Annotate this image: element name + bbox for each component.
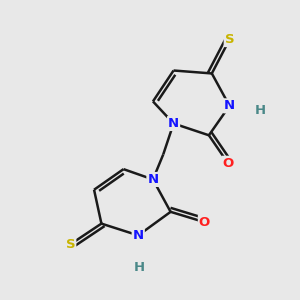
Text: N: N — [168, 117, 179, 130]
Text: N: N — [224, 99, 235, 112]
Text: S: S — [66, 238, 75, 251]
Text: N: N — [133, 229, 144, 242]
Text: O: O — [222, 157, 234, 170]
Text: O: O — [199, 216, 210, 229]
Text: H: H — [134, 261, 145, 274]
Text: N: N — [147, 173, 158, 186]
Text: H: H — [255, 104, 266, 117]
Text: S: S — [225, 33, 234, 46]
